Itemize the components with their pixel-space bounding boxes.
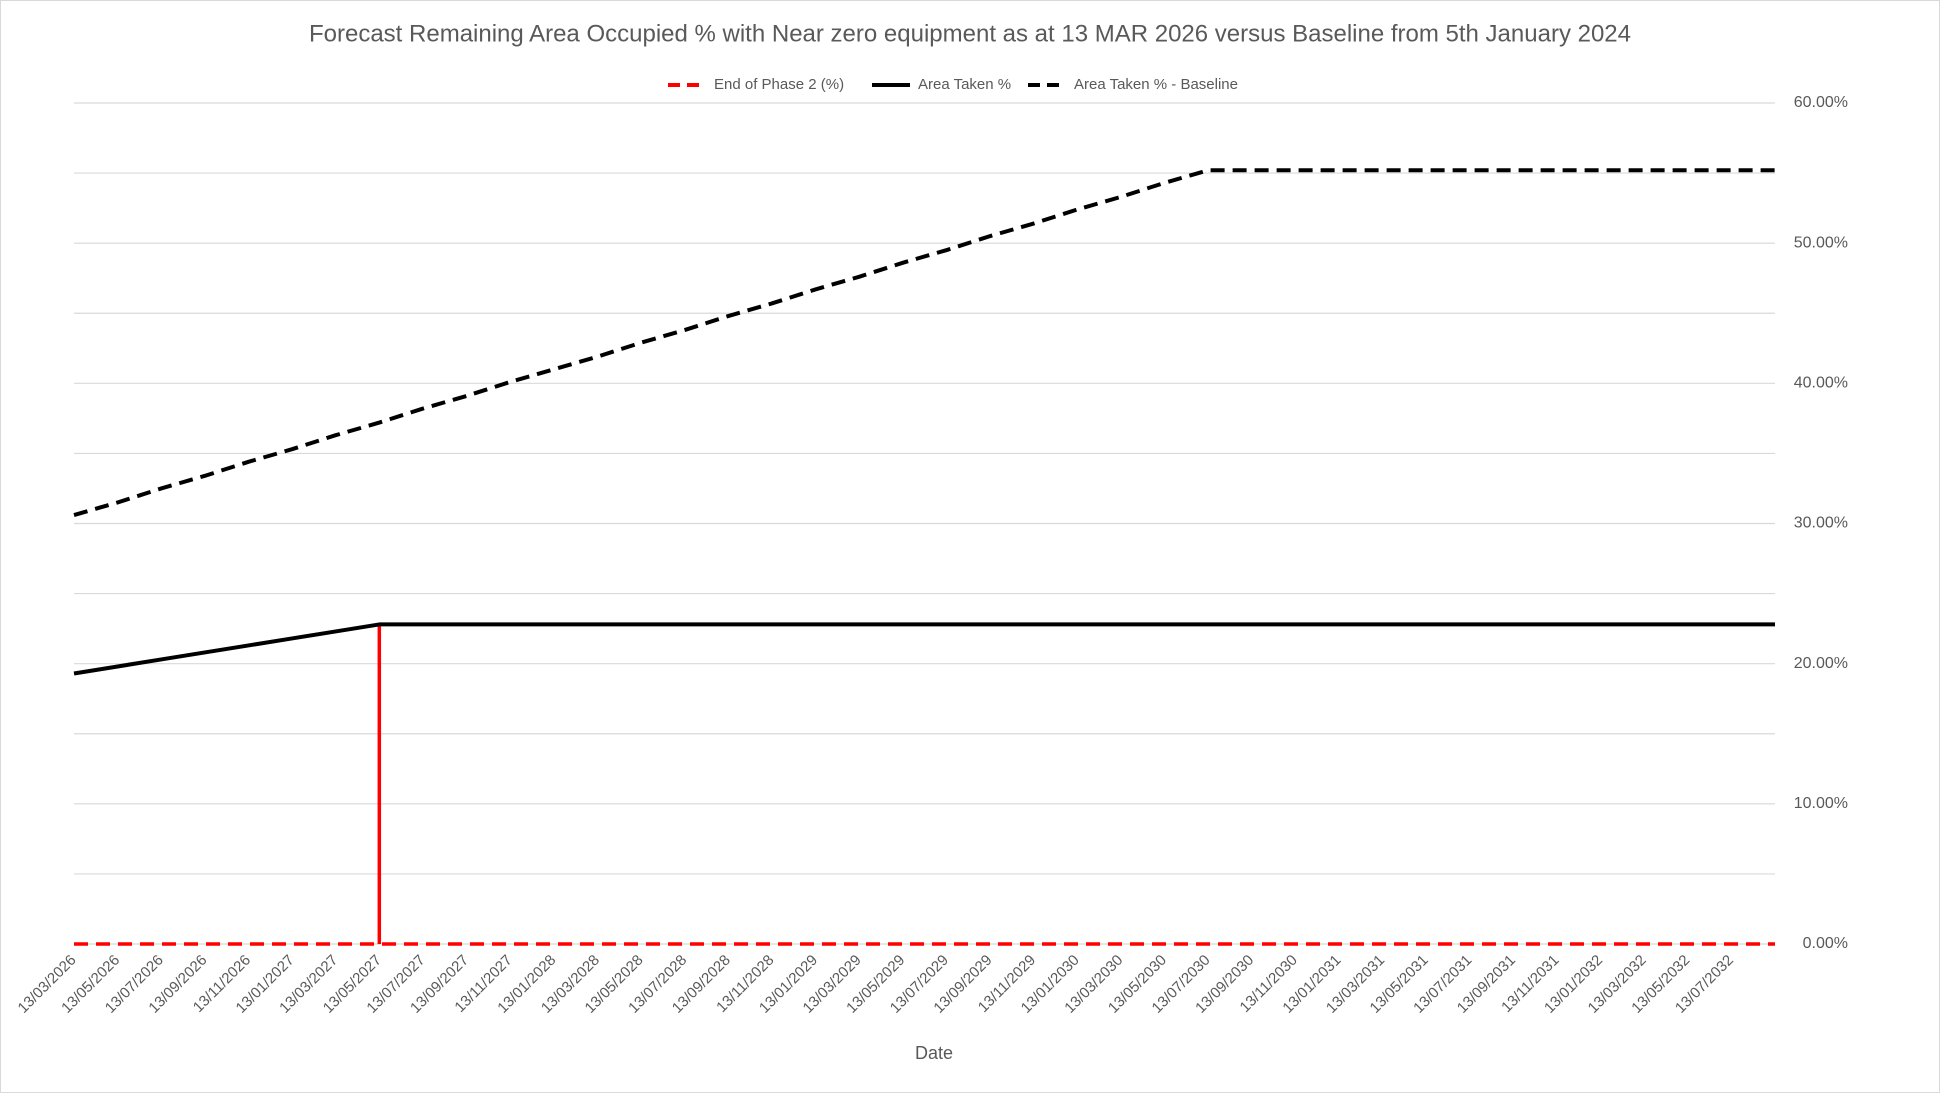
y-tick-label: 50.00% (1794, 234, 1848, 251)
legend-label: Area Taken % - Baseline (1074, 76, 1238, 93)
y-tick-label: 40.00% (1794, 375, 1848, 392)
y-tick-label: 20.00% (1794, 655, 1848, 672)
y-tick-label: 60.00% (1794, 94, 1848, 111)
y-tick-label: 30.00% (1794, 515, 1848, 532)
legend-label: End of Phase 2 (%) (714, 76, 844, 93)
x-axis-label: Date (915, 1043, 953, 1063)
chart-title: Forecast Remaining Area Occupied % with … (309, 20, 1631, 47)
series-line (73, 622, 1775, 676)
y-tick-label: 0.00% (1803, 935, 1848, 952)
legend-label: Area Taken % (918, 76, 1011, 93)
series-line (73, 168, 1775, 518)
y-tick-label: 10.00% (1794, 795, 1848, 812)
